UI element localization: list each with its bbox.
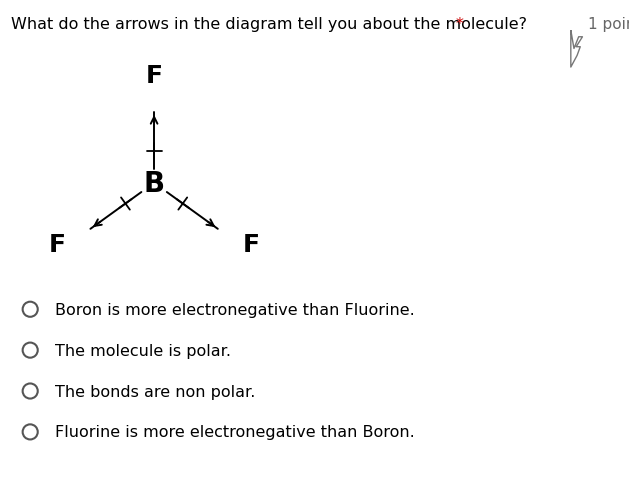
- Text: *: *: [455, 17, 464, 32]
- Text: Fluorine is more electronegative than Boron.: Fluorine is more electronegative than Bo…: [55, 424, 415, 440]
- Text: The bonds are non polar.: The bonds are non polar.: [55, 384, 256, 399]
- Text: What do the arrows in the diagram tell you about the molecule?: What do the arrows in the diagram tell y…: [11, 17, 527, 32]
- Text: 1 point: 1 point: [588, 17, 629, 32]
- Text: Boron is more electronegative than Fluorine.: Boron is more electronegative than Fluor…: [55, 302, 415, 317]
- Text: F: F: [48, 232, 65, 256]
- Text: The molecule is polar.: The molecule is polar.: [55, 343, 231, 358]
- Text: F: F: [243, 232, 260, 256]
- Text: F: F: [145, 64, 163, 88]
- Text: B: B: [143, 169, 165, 197]
